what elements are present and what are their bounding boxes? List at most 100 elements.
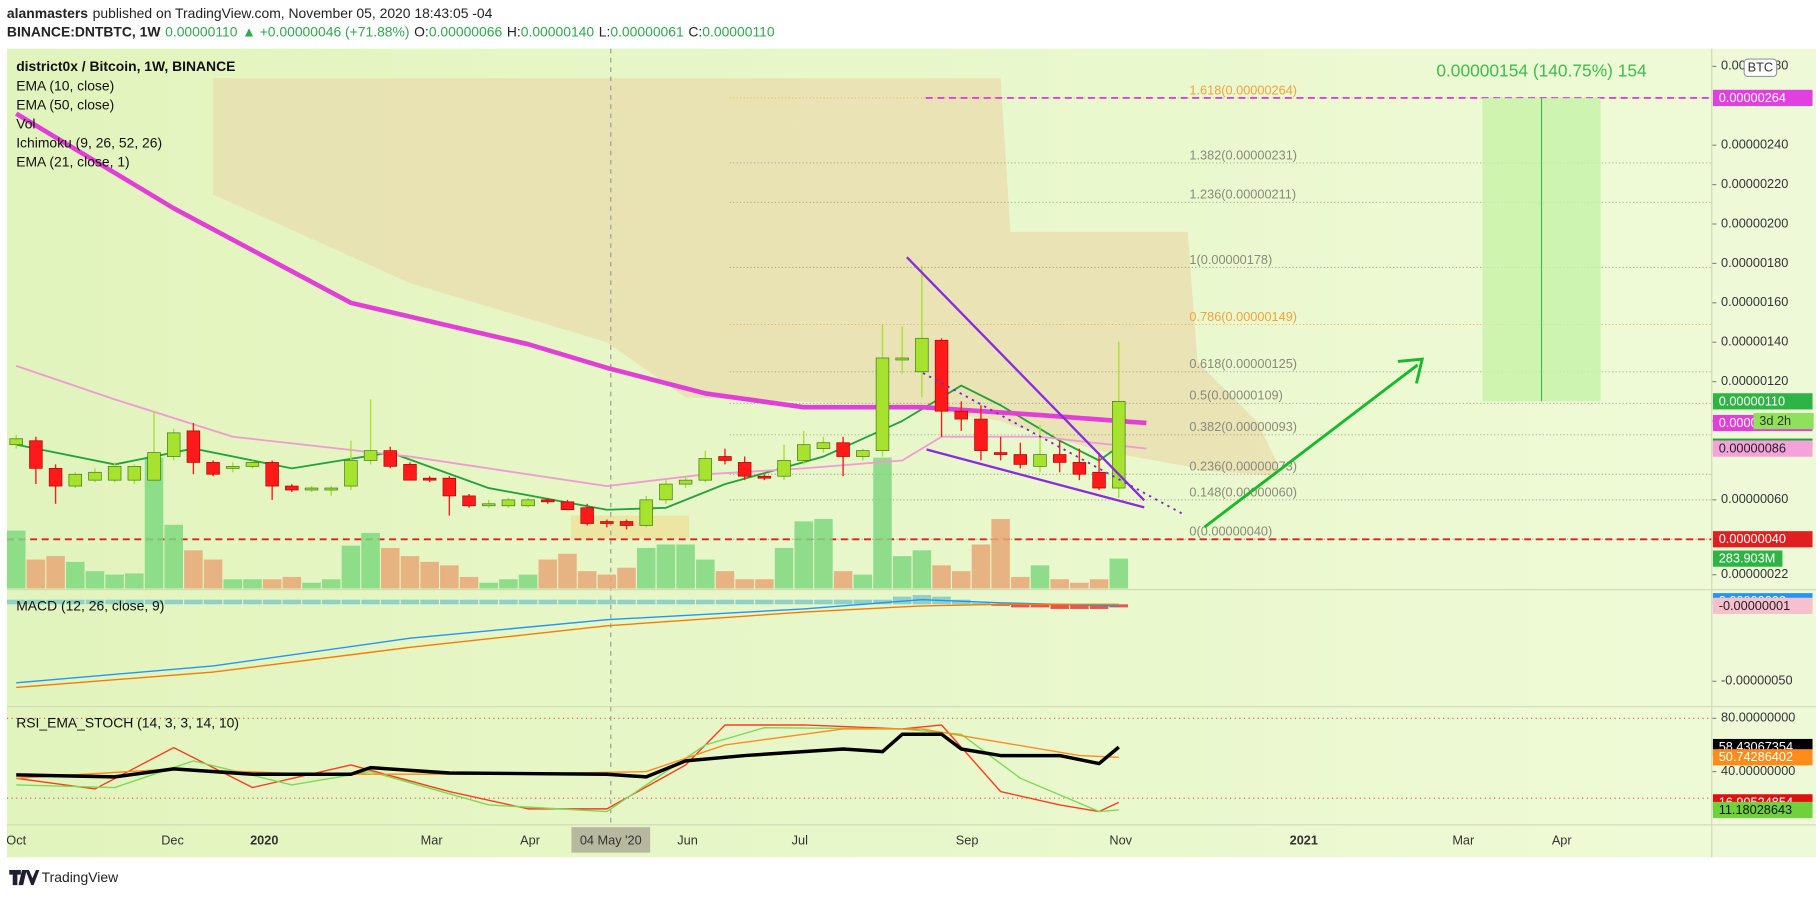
y-tick-label: 40.00000000	[1721, 763, 1795, 778]
candle-body	[304, 487, 319, 491]
y-tick-label: 0.00000120	[1721, 373, 1788, 388]
countdown-box	[1753, 412, 1814, 430]
candle-body	[777, 460, 791, 477]
candle-body	[895, 357, 909, 361]
y-tick-label: 80.00000000	[1721, 710, 1795, 725]
volume-bar	[243, 579, 262, 589]
histogram-bar	[321, 599, 341, 605]
histogram-bar	[184, 599, 203, 605]
volume-bar	[696, 559, 715, 589]
candle-body	[265, 462, 279, 487]
histogram-bar	[26, 599, 46, 605]
fib-label: 1(0.00000178)	[1189, 252, 1272, 267]
volume-bar	[794, 521, 814, 589]
fib-label: 0.786(0.00000149)	[1189, 309, 1297, 324]
volume-bar	[341, 545, 361, 589]
volume-bar	[873, 457, 892, 589]
y-tick-label: -0.00000050	[1721, 673, 1793, 688]
histogram-bar	[597, 599, 617, 605]
volume-bar	[361, 532, 380, 589]
histogram-bar	[46, 599, 65, 605]
histogram-bar	[794, 599, 814, 605]
dotted-trend	[922, 372, 1185, 516]
change: ▲ +0.00000046 (+71.88%)	[242, 23, 409, 39]
volume-bar	[1030, 565, 1050, 589]
histogram-bar	[381, 599, 400, 605]
volume-bar	[833, 571, 853, 589]
candle-body	[9, 438, 23, 446]
histogram-bar	[459, 599, 479, 605]
candle-body	[442, 477, 457, 497]
candle-body	[147, 452, 161, 481]
candle-body	[107, 466, 122, 481]
y-tick-label: 0.00000140	[1721, 334, 1788, 349]
volume-bar	[420, 561, 439, 589]
legend-entry: Ichimoku (9, 26, 52, 26)	[16, 135, 162, 151]
candle-body	[186, 430, 201, 463]
volume-bar	[499, 579, 518, 589]
ohlc-value: 0.00000066	[429, 23, 503, 39]
candle-body	[974, 418, 988, 451]
candle-body	[344, 460, 358, 487]
histogram-bar	[755, 599, 774, 605]
volume-bar	[735, 579, 754, 589]
volume-bar	[656, 544, 676, 589]
price-label-box	[1712, 440, 1813, 457]
candle-body	[501, 499, 516, 507]
x-tick-label: Jun	[677, 832, 698, 847]
fib-label: 1.382(0.00000231)	[1189, 147, 1297, 162]
x-tick-label: Apr	[520, 832, 541, 847]
ohlc-key: L:	[599, 23, 611, 39]
volume-bar	[1050, 579, 1069, 589]
candle-body	[285, 485, 299, 491]
volume-bar	[814, 519, 833, 589]
ohlc-key: O:	[414, 23, 429, 39]
histogram-bar	[617, 599, 636, 605]
candle-body	[875, 357, 890, 451]
histogram-bar	[971, 602, 991, 605]
candle-body	[403, 464, 417, 481]
histogram-bar	[1089, 604, 1109, 609]
histogram-bar	[479, 599, 498, 605]
fib-label: 0.618(0.00000125)	[1189, 356, 1297, 371]
wedge-upper	[906, 256, 1146, 502]
x-tick-label: 2020	[250, 832, 278, 847]
histogram-bar	[1011, 604, 1030, 608]
candle-body	[659, 483, 673, 501]
histogram-bar	[6, 599, 26, 605]
candle-body	[383, 450, 397, 467]
candle-body	[166, 432, 181, 457]
histogram-bar	[892, 596, 912, 605]
candle-body	[1033, 454, 1047, 467]
histogram-bar	[440, 599, 459, 605]
volume-bar	[853, 574, 873, 589]
x-tick-label: Jul	[792, 832, 808, 847]
price-label-box	[1712, 801, 1813, 819]
candle-body	[422, 477, 437, 481]
histogram-bar	[577, 599, 597, 605]
fib-label: 1.236(0.00000211)	[1189, 187, 1296, 202]
indicator-line	[16, 732, 1120, 779]
volume-bar	[440, 565, 459, 589]
x-tick-label: 04 May '20	[580, 832, 642, 847]
candle-body	[68, 473, 82, 487]
header-line-1: alanmasters published on TradingView.com,…	[7, 5, 493, 21]
histogram-bar	[558, 599, 577, 605]
ohlc-value: 0.00000140	[521, 23, 595, 39]
volume-bar	[518, 574, 538, 589]
candle-body	[698, 458, 713, 481]
ichimoku-cloud	[213, 78, 1277, 477]
candle-body	[816, 442, 831, 449]
candle-body	[915, 337, 929, 373]
volume-bar	[1109, 558, 1129, 589]
y-tick-label: 0.00000200	[1721, 215, 1788, 230]
price-label: 11.18028643	[1719, 802, 1792, 817]
candle-body	[580, 507, 594, 524]
volume-label: 283.903M	[1719, 551, 1776, 566]
ohlc-value: 0.00000061	[610, 23, 684, 39]
level-layer: 1.618(0.00000264) 1.382(0.00000231) 1.236(…	[6, 48, 1712, 825]
x-tick-label: Sep	[956, 832, 979, 847]
histogram-bar	[223, 599, 243, 605]
